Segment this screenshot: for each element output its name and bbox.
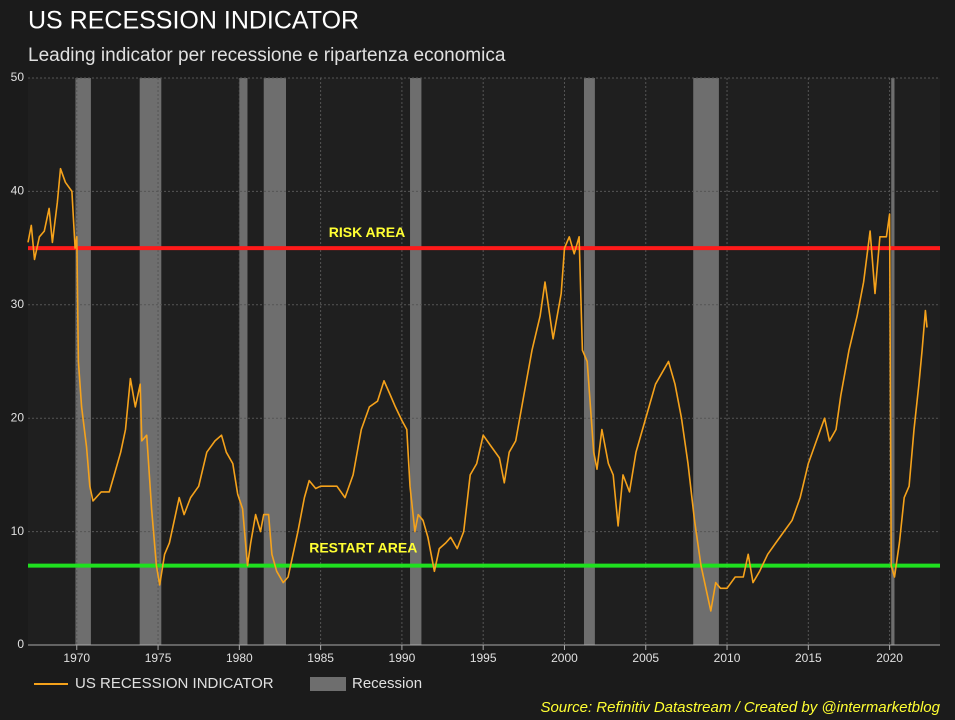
legend-label: Recession [352,675,422,692]
x-tick-label: 1975 [145,651,172,665]
x-tick-label: 1980 [226,651,253,665]
recession-band [75,78,91,645]
x-tick-label: 2020 [876,651,903,665]
x-tick-label: 2000 [551,651,578,665]
reference-label: RESTART AREA [309,539,417,555]
legend-label: US RECESSION INDICATOR [75,675,274,692]
recession-band [239,78,248,645]
x-tick-label: 1985 [307,651,334,665]
x-tick-label: 2005 [632,651,659,665]
recession-band [891,78,895,645]
y-tick-label: 10 [11,524,25,538]
plot-area [28,78,940,645]
x-tick-label: 2015 [795,651,822,665]
reference-label: RISK AREA [329,224,406,240]
recession-band [263,78,286,645]
recession-band [139,78,162,645]
source: Source: Refinitiv Datastream / Created b… [540,699,940,716]
recession-band [693,78,719,645]
y-tick-label: 20 [11,410,25,424]
y-tick-label: 30 [11,297,25,311]
y-tick-label: 40 [11,184,25,198]
x-tick-label: 1990 [389,651,416,665]
x-tick-label: 1970 [63,651,90,665]
x-tick-label: 1995 [470,651,497,665]
recession-band [410,78,422,645]
chart-title: US RECESSION INDICATOR [28,7,359,35]
legend-swatch [310,677,346,691]
x-tick-label: 2010 [714,651,741,665]
indicator-line [27,167,928,612]
chart-subtitle: Leading indicator per recessione e ripar… [28,45,506,66]
y-tick-label: 50 [11,70,25,84]
y-tick-label: 0 [17,637,24,651]
recession-band [583,78,595,645]
